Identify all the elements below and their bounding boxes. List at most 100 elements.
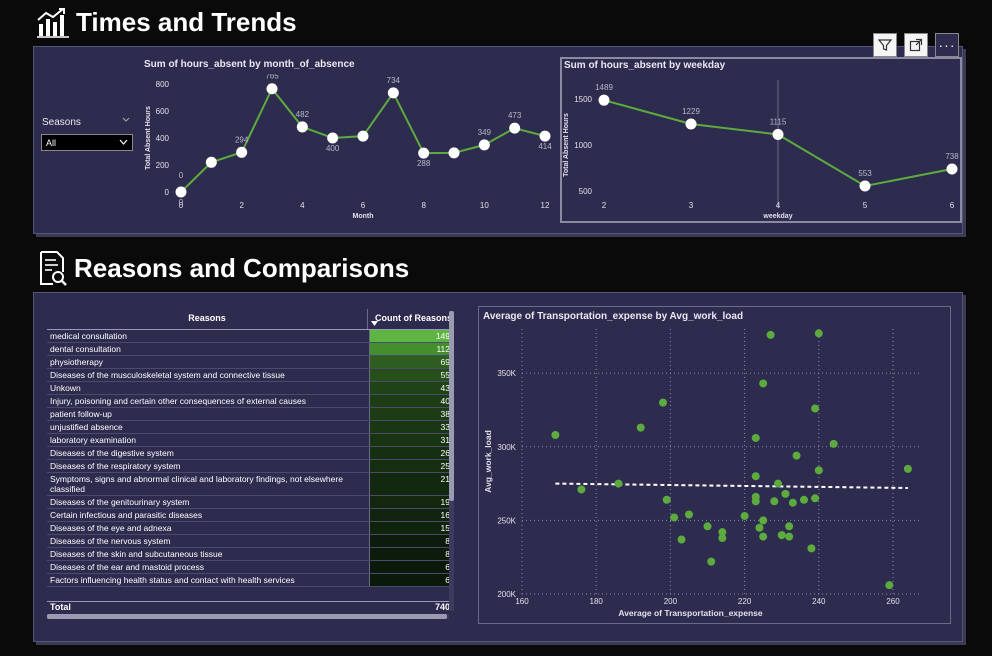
seasons-slicer-label: Seasons (42, 117, 81, 128)
reason-cell: Diseases of the eye and adnexa (47, 521, 369, 535)
table-row[interactable]: Diseases of the digestive system 26 (47, 446, 453, 460)
table-row[interactable]: Diseases of the respiratory system 25 (47, 459, 453, 473)
scatter-chart: 160 180 200 220 240 260 200K 250K 300K 350K Averag… (483, 329, 919, 618)
table-row[interactable]: Diseases of the musculoskeletal system a… (47, 368, 453, 382)
y-tick-label: 350K (497, 369, 516, 378)
reason-cell: dental consultation (47, 342, 369, 356)
y-axis-title: Total Absent Hours (563, 113, 570, 177)
scatter-point (788, 498, 797, 507)
scatter-point (740, 511, 749, 520)
reason-cell: unjustified absence (47, 420, 369, 434)
y-tick-label: 800 (156, 80, 170, 89)
table-header: Reasons Count of Reasons (47, 309, 453, 330)
y-tick-label: 400 (156, 134, 170, 143)
table-row[interactable]: Factors influencing health status and co… (47, 573, 453, 587)
reason-cell: Diseases of the musculoskeletal system a… (47, 368, 369, 382)
table-row[interactable]: Unkown 43 (47, 381, 453, 395)
table-hscrollbar-track[interactable] (47, 614, 449, 619)
count-cell: 55 (368, 368, 453, 382)
scatter-point (903, 464, 912, 473)
scatter-point (751, 497, 760, 506)
scatter-point (774, 479, 783, 488)
month-data-point (296, 121, 308, 133)
reason-cell: Diseases of the ear and mastoid process (47, 560, 369, 574)
scatter-point (814, 329, 823, 338)
scatter-frame (478, 306, 951, 624)
scatter-point (577, 485, 586, 494)
scatter-point (707, 557, 716, 566)
table-row[interactable]: Diseases of the ear and mastoid process 6 (47, 560, 453, 574)
table-row[interactable]: Diseases of the skin and subcutaneous ti… (47, 547, 453, 561)
table-row[interactable]: unjustified absence 33 (47, 420, 453, 434)
seasons-dropdown-value: All (46, 138, 57, 148)
month-data-point (175, 186, 187, 198)
x-tick-label: 160 (515, 597, 529, 606)
seasons-dropdown[interactable]: All (41, 134, 133, 151)
table-row[interactable]: Symptoms, signs and abnormal clinical an… (47, 472, 453, 496)
expand-icon (909, 38, 923, 52)
x-tick-label: 6 (361, 201, 366, 210)
times-section-title: Times and Trends (76, 6, 297, 37)
table-row[interactable]: patient follow-up 38 (47, 407, 453, 421)
scatter-point (755, 523, 764, 532)
table-row[interactable]: medical consultation 149 (47, 330, 453, 343)
reason-cell: physiotherapy (47, 355, 369, 369)
x-tick-label: 5 (863, 201, 868, 210)
table-row[interactable]: physiotherapy 69 (47, 355, 453, 369)
scatter-title: Average of Transportation_expense by Avg… (483, 311, 744, 322)
scatter-point (814, 466, 823, 475)
scatter-point (799, 495, 808, 504)
y-tick-label: 200K (497, 590, 516, 599)
count-cell: 38 (368, 407, 453, 421)
table-row[interactable]: Certain infectious and parasitic disease… (47, 508, 453, 522)
x-tick-label: 12 (541, 201, 550, 210)
table-row[interactable]: Diseases of the eye and adnexa 15 (47, 521, 453, 535)
scatter-point (662, 495, 671, 504)
month-chart-title: Sum of hours_absent by month_of_absence (144, 59, 355, 70)
count-cell: 33 (368, 420, 453, 434)
table-row[interactable]: Diseases of the genitourinary system 19 (47, 495, 453, 509)
data-label: 482 (296, 110, 310, 119)
header-count[interactable]: Count of Reasons (367, 309, 453, 329)
reasons-table: Reasons Count of Reasons medical consult… (47, 309, 453, 617)
data-label: 553 (858, 169, 872, 178)
x-axis-title: Average of Transportation_expense (618, 608, 763, 618)
month-data-point (418, 147, 430, 159)
filter-button[interactable] (873, 33, 897, 57)
scatter-point (770, 497, 779, 506)
data-label: 473 (508, 111, 522, 120)
weekday-data-point (685, 118, 697, 130)
reasons-section-header: Reasons and Comparisons (38, 250, 409, 286)
count-cell: 6 (368, 560, 453, 574)
table-row[interactable]: laboratory examination 31 (47, 433, 453, 447)
table-scrollbar-track[interactable] (449, 311, 454, 611)
data-label: 1489 (595, 83, 613, 92)
more-options-button[interactable]: ··· (935, 33, 959, 57)
reason-cell: medical consultation (47, 330, 369, 343)
y-axis-title: Total Absent Hours (145, 106, 152, 170)
chevron-down-icon (119, 139, 128, 145)
slicer-chevron-icon[interactable] (122, 117, 130, 123)
table-hscrollbar-thumb[interactable] (47, 614, 447, 619)
x-tick-label: 10 (480, 201, 489, 210)
month-data-point (387, 87, 399, 99)
table-row[interactable]: Injury, poisoning and certain other cons… (47, 394, 453, 408)
y-tick-label: 1000 (574, 141, 592, 150)
count-cell: 26 (368, 446, 453, 460)
data-label: 0 (179, 198, 184, 207)
scatter-point (885, 581, 894, 590)
document-search-icon (40, 251, 67, 286)
more-options-icon: ··· (938, 37, 956, 53)
count-cell: 25 (368, 459, 453, 473)
table-row[interactable]: Diseases of the nervous system 8 (47, 534, 453, 548)
header-reasons[interactable]: Reasons (188, 313, 226, 323)
month-data-point (478, 139, 490, 151)
data-label: 734 (387, 76, 401, 85)
x-axis-title: weekday (762, 213, 792, 220)
table-scrollbar-thumb[interactable] (449, 311, 454, 501)
count-cell: 149 (368, 330, 453, 343)
table-row[interactable]: dental consultation 112 (47, 342, 453, 356)
reason-cell: Diseases of the genitourinary system (47, 495, 369, 509)
focus-mode-button[interactable] (904, 33, 928, 57)
data-label: 738 (945, 152, 959, 161)
